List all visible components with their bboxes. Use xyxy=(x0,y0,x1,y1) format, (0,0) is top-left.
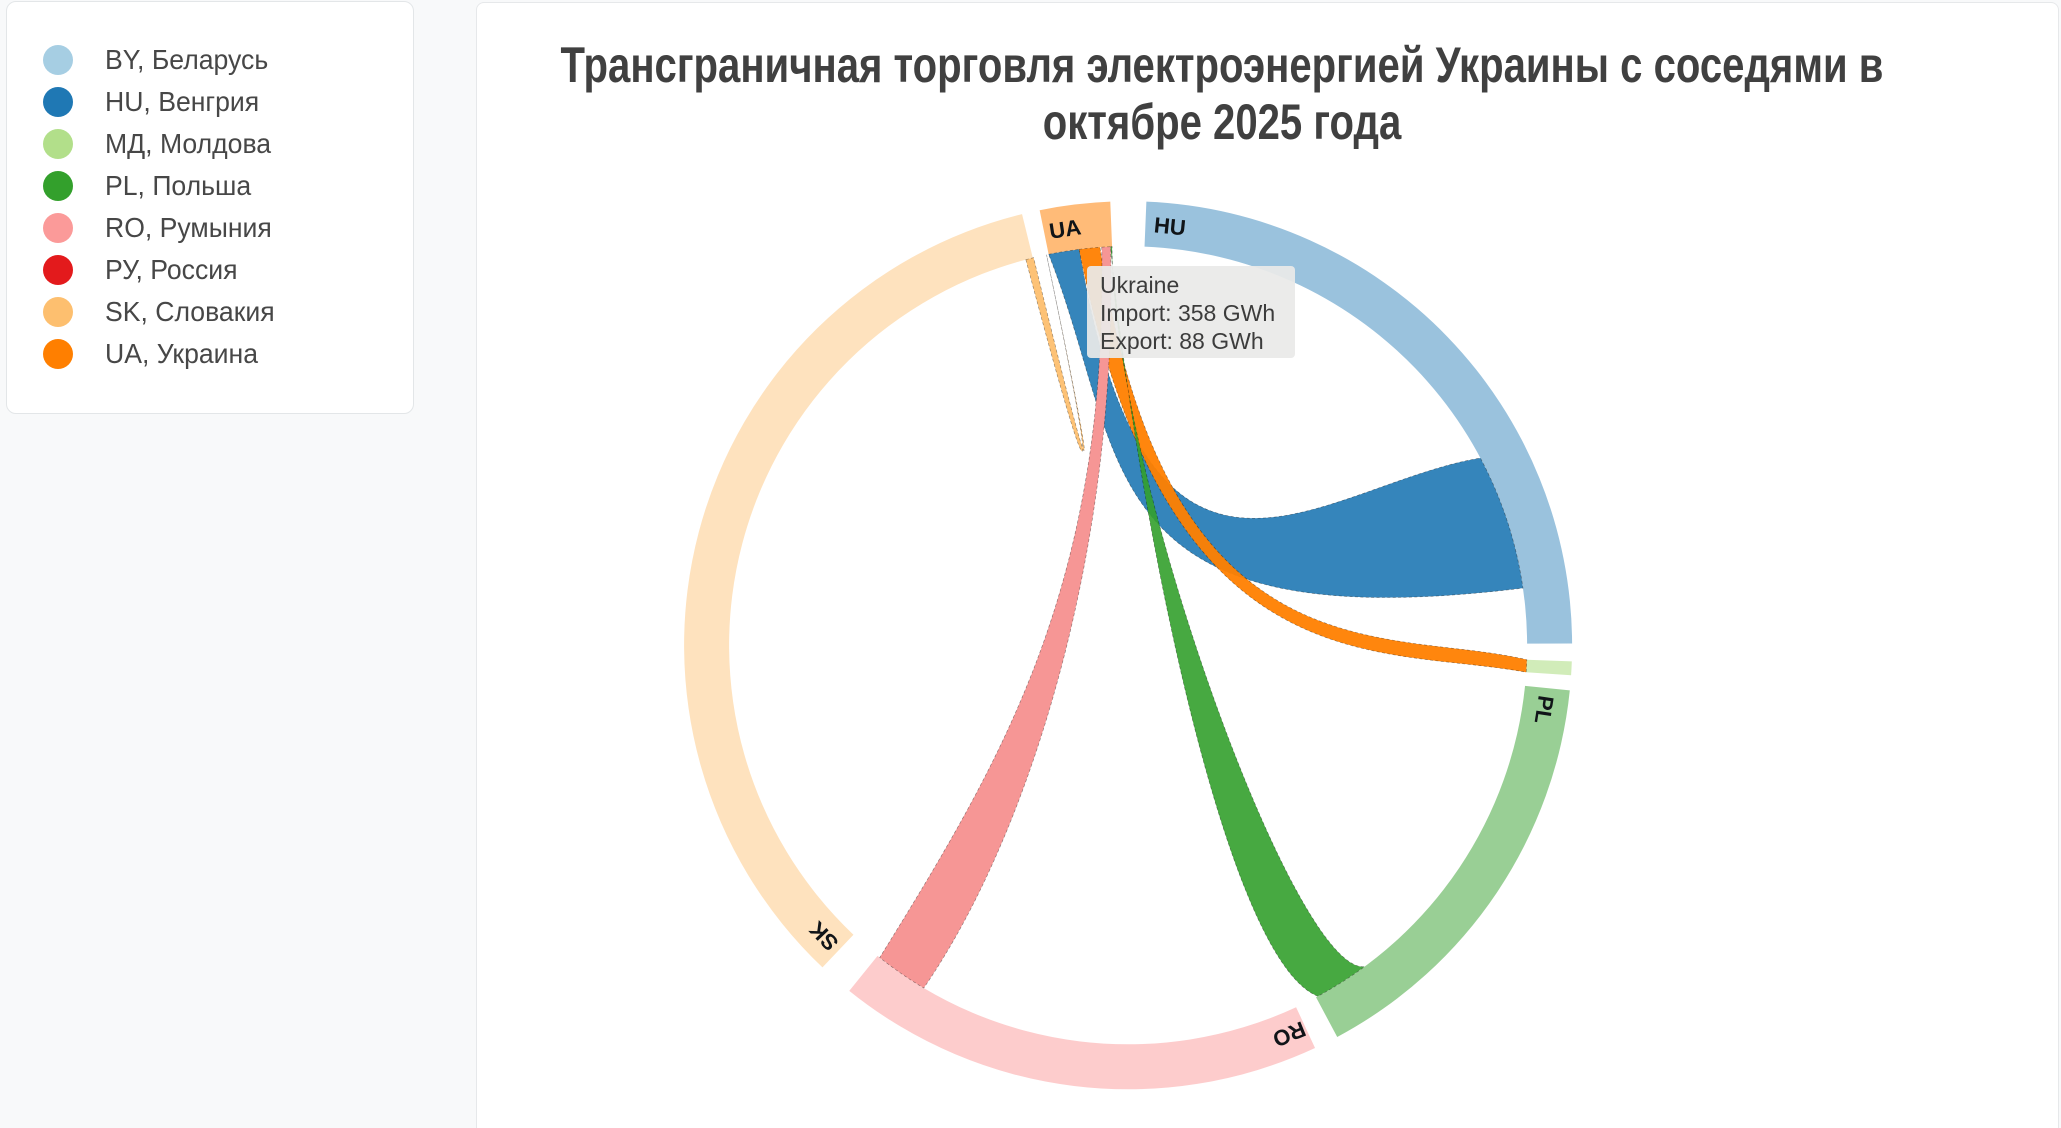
svg-text:PL: PL xyxy=(1530,694,1559,726)
svg-text:HU: HU xyxy=(1153,212,1187,240)
svg-text:UA: UA xyxy=(1048,214,1083,243)
